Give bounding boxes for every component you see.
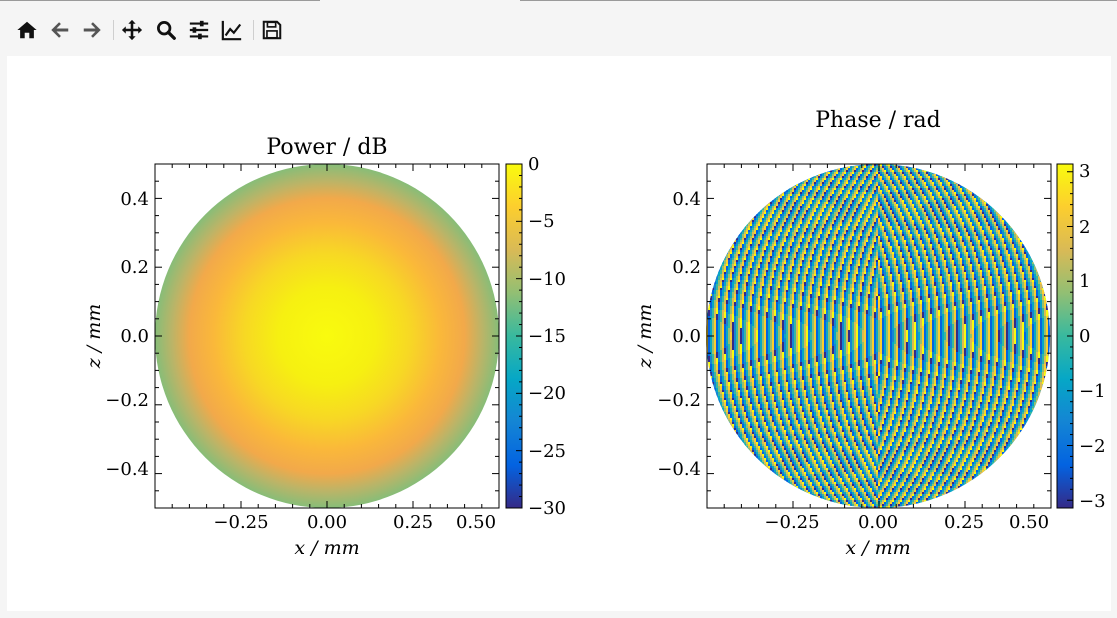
phase-ticks <box>706 163 1052 509</box>
colorbar-label: −25 <box>528 441 566 462</box>
ytick-label: −0.2 <box>105 390 149 411</box>
colorbar-label: −20 <box>528 383 566 404</box>
phase-xtick-labels: −0.25 0.00 0.25 0.50 <box>764 512 1049 533</box>
power-xlabel: x / mm <box>294 537 359 559</box>
toolbar-separator <box>253 20 254 40</box>
figure: Power / dB −0.25 0.00 0.25 0.50 −0.4 −0.… <box>83 108 1106 559</box>
pan-icon <box>121 19 143 41</box>
colorbar-label: 1 <box>1079 271 1090 292</box>
phase-ylabel: z / mm <box>634 304 656 370</box>
colorbar-label: −2 <box>1079 436 1106 457</box>
tab-divider <box>520 0 1117 1</box>
home-icon <box>17 21 37 39</box>
colorbar-label: −3 <box>1079 491 1106 512</box>
ytick-label: 0.0 <box>120 326 149 347</box>
back-button[interactable] <box>47 17 73 43</box>
phase-xlabel: x / mm <box>845 537 910 559</box>
xtick-label: 0.25 <box>944 512 984 533</box>
phase-ytick-labels: −0.4 −0.2 0.0 0.2 0.4 <box>657 189 701 480</box>
home-button[interactable] <box>14 17 40 43</box>
phase-title: Phase / rad <box>815 108 941 133</box>
edit-axes-button[interactable] <box>219 17 245 43</box>
tab-divider <box>0 0 320 1</box>
edit-axes-icon <box>221 20 242 41</box>
subplots-icon <box>189 20 209 40</box>
colorbar-label: 2 <box>1079 217 1090 238</box>
xtick-label: −0.25 <box>213 512 268 533</box>
pan-button[interactable] <box>119 17 145 43</box>
forward-button[interactable] <box>79 17 105 43</box>
power-colorbar-ticks <box>516 163 522 509</box>
phase-colorbar-ticks <box>1067 171 1073 501</box>
phase-heatmap <box>706 164 1050 508</box>
phase-panel: Phase / rad −0.25 0.00 0.25 0.50 −0.4 −0… <box>634 108 1106 559</box>
phase-colorbar-labels: 3 2 1 0 −1 −2 −3 <box>1079 161 1106 512</box>
xtick-label: 0.00 <box>858 512 898 533</box>
toolbar-separator <box>113 20 114 40</box>
power-heatmap <box>155 164 499 508</box>
xtick-label: 0.25 <box>393 512 433 533</box>
save-icon <box>262 20 282 40</box>
save-button[interactable] <box>259 17 285 43</box>
ytick-label: 0.2 <box>120 257 149 278</box>
ytick-label: 0.4 <box>672 189 701 210</box>
colorbar-label: −15 <box>528 326 566 347</box>
xtick-label: −0.25 <box>764 512 819 533</box>
colorbar-label: 0 <box>1079 326 1090 347</box>
colorbar-label: −30 <box>528 498 566 519</box>
zoom-button[interactable] <box>153 17 179 43</box>
power-colorbar-labels: 0 −5 −10 −15 −20 −25 −30 <box>528 154 566 519</box>
ytick-label: 0.0 <box>672 326 701 347</box>
power-xtick-labels: −0.25 0.00 0.25 0.50 <box>213 512 496 533</box>
power-title: Power / dB <box>266 135 387 160</box>
plot-toolbar <box>0 2 1117 54</box>
forward-icon <box>83 22 101 38</box>
colorbar-label: 3 <box>1079 161 1090 182</box>
subplots-button[interactable] <box>186 17 212 43</box>
power-ylabel: z / mm <box>83 304 105 370</box>
figure-canvas[interactable]: Power / dB −0.25 0.00 0.25 0.50 −0.4 −0.… <box>7 56 1111 611</box>
power-panel: Power / dB −0.25 0.00 0.25 0.50 −0.4 −0.… <box>83 135 566 559</box>
tab-strip <box>0 0 1117 2</box>
ytick-label: 0.4 <box>120 189 149 210</box>
xtick-label: 0.50 <box>456 512 496 533</box>
colorbar-label: −5 <box>528 211 555 232</box>
colorbar-label: −10 <box>528 269 566 290</box>
xtick-label: 0.00 <box>307 512 347 533</box>
power-ytick-labels: −0.4 −0.2 0.0 0.2 0.4 <box>105 189 149 480</box>
colorbar-label: −1 <box>1079 381 1106 402</box>
ytick-label: −0.4 <box>105 459 149 480</box>
colorbar-label: 0 <box>528 154 539 175</box>
xtick-label: 0.50 <box>1009 512 1049 533</box>
ytick-label: −0.4 <box>657 459 701 480</box>
ytick-label: 0.2 <box>672 257 701 278</box>
power-ticks <box>154 163 500 509</box>
ytick-label: −0.2 <box>657 390 701 411</box>
zoom-icon <box>157 21 176 40</box>
back-icon <box>51 22 69 38</box>
